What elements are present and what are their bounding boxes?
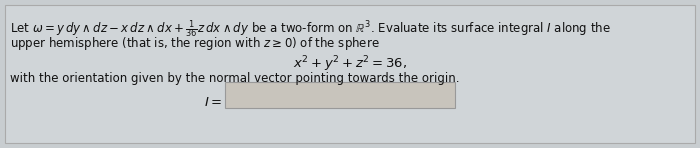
Text: with the orientation given by the normal vector pointing towards the origin.: with the orientation given by the normal…	[10, 72, 459, 85]
Text: upper hemisphere (that is, the region with $z \geq 0$) of the sphere: upper hemisphere (that is, the region wi…	[10, 35, 379, 52]
Text: Let $\omega = y\,dy \wedge dz - x\,dz \wedge dx + \frac{1}{36}z\,dx \wedge dy$ b: Let $\omega = y\,dy \wedge dz - x\,dz \w…	[10, 18, 611, 40]
FancyBboxPatch shape	[225, 82, 455, 108]
Text: $I =$: $I =$	[204, 96, 222, 109]
Text: $x^2 + y^2 + z^2 = 36,$: $x^2 + y^2 + z^2 = 36,$	[293, 54, 407, 74]
FancyBboxPatch shape	[5, 5, 695, 143]
